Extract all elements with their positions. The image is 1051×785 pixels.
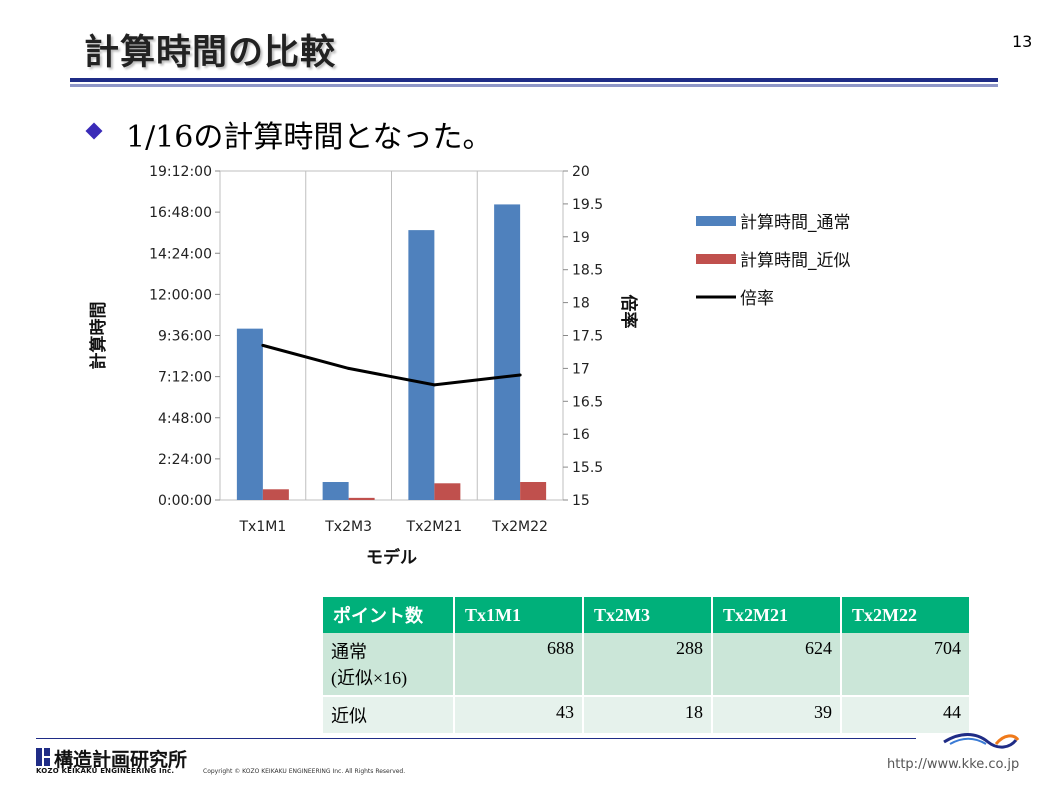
y2-tick-label: 19 xyxy=(572,230,590,246)
company-name-jp: 構造計画研究所 xyxy=(54,749,188,771)
combo-chart: 0:00:00 2:24:00 4:48:00 7:12:00 9:36:00 12:00… xyxy=(88,164,851,568)
y-tick-label: 12:00:00 xyxy=(149,287,212,303)
row-label-line: (近似×16) xyxy=(331,668,408,688)
legend-label: 倍率 xyxy=(740,289,774,309)
y2-tick-label: 15.5 xyxy=(572,460,603,476)
diamond-bullet-icon xyxy=(85,122,103,140)
x-tick-label: Tx2M22 xyxy=(491,519,548,535)
copyright-text: Copyright © KOZO KEIKAKU ENGINEERING Inc… xyxy=(203,768,406,775)
bar-approx xyxy=(434,483,461,500)
x-tick-label: Tx1M1 xyxy=(239,519,287,535)
footer-rule xyxy=(36,738,916,739)
table-cell: 288 xyxy=(583,633,713,697)
y2-tick-label: 17 xyxy=(572,361,590,377)
y2-tick-label: 18.5 xyxy=(572,263,603,279)
y2-tick-label: 16 xyxy=(572,427,590,443)
company-logo-icon xyxy=(36,748,50,766)
x-axis-title: モデル xyxy=(366,547,417,568)
y2-tick-label: 18 xyxy=(572,296,590,312)
x-tick-label: Tx2M21 xyxy=(406,519,463,535)
y2-tick-label: 20 xyxy=(572,164,590,180)
y2-tick-label: 17.5 xyxy=(572,329,603,345)
row-label-line: 通常 xyxy=(331,642,367,662)
row-label: 近似 xyxy=(323,696,455,735)
ratio-point xyxy=(347,366,351,370)
bar-normal xyxy=(322,482,349,500)
y-tick-label: 9:36:00 xyxy=(158,329,212,345)
ratio-point xyxy=(432,383,436,387)
legend-label: 計算時間_通常 xyxy=(740,213,851,233)
table-cell: 39 xyxy=(712,696,842,735)
table-header-cell: ポイント数 xyxy=(323,597,455,633)
table-cell: 18 xyxy=(583,696,713,735)
row-label: 通常 (近似×16) xyxy=(323,633,455,697)
legend-swatch xyxy=(696,254,736,264)
table-cell: 624 xyxy=(712,633,842,697)
y-tick-label: 16:48:00 xyxy=(149,205,212,221)
y2-tick-label: 19.5 xyxy=(572,197,603,213)
table-cell: 704 xyxy=(841,633,971,697)
y-tick-label: 19:12:00 xyxy=(149,164,212,180)
table-cell: 44 xyxy=(841,696,971,735)
table-header-cell: Tx1M1 xyxy=(454,597,584,633)
legend-swatch xyxy=(696,216,736,226)
bar-approx xyxy=(262,489,289,500)
company-name-en: KOZO KEIKAKU ENGINEERING Inc. xyxy=(36,767,175,775)
ratio-point xyxy=(261,343,265,347)
table-header-cell: Tx2M21 xyxy=(712,597,842,633)
table-row: 近似 43 18 39 44 xyxy=(323,696,971,735)
bullet-text: 1/16の計算時間となった。 xyxy=(126,120,493,155)
y2-axis-title: 倍率 xyxy=(618,295,639,329)
table-header-row: ポイント数 Tx1M1 Tx2M3 Tx2M21 Tx2M22 xyxy=(323,597,971,633)
title-underline-light xyxy=(70,84,998,87)
bar-normal xyxy=(236,328,263,500)
table-row: 通常 (近似×16) 688 288 624 704 xyxy=(323,633,971,697)
title-underline xyxy=(70,78,998,82)
ratio-point xyxy=(518,373,522,377)
swoosh-logo-icon xyxy=(943,733,1020,749)
bar-normal xyxy=(494,204,521,500)
y-tick-label: 14:24:00 xyxy=(149,246,212,262)
y-tick-label: 4:48:00 xyxy=(158,411,212,427)
slide-title: 計算時間の比較 xyxy=(84,33,337,73)
table-cell: 43 xyxy=(454,696,584,735)
table-header-cell: Tx2M3 xyxy=(583,597,713,633)
bar-approx xyxy=(520,482,547,500)
y2-tick-label: 16.5 xyxy=(572,394,603,410)
y-axis-title: 計算時間 xyxy=(88,302,109,370)
y2-tick-label: 15 xyxy=(572,493,590,509)
company-url-link[interactable]: http://www.kke.co.jp xyxy=(887,757,1020,772)
y-tick-label: 0:00:00 xyxy=(158,493,212,509)
bar-normal xyxy=(408,230,435,500)
page-number: 13 xyxy=(1012,32,1033,51)
table-header-cell: Tx2M22 xyxy=(841,597,971,633)
y-tick-label: 7:12:00 xyxy=(158,370,212,386)
x-tick-label: Tx2M3 xyxy=(324,519,372,535)
table-cell: 688 xyxy=(454,633,584,697)
point-count-table: ポイント数 Tx1M1 Tx2M3 Tx2M21 Tx2M22 通常 (近似×16… xyxy=(323,597,971,735)
bar-approx xyxy=(348,497,375,500)
ratio-line xyxy=(262,343,521,387)
y-tick-label: 2:24:00 xyxy=(158,452,212,468)
legend-label: 計算時間_近似 xyxy=(740,251,851,271)
